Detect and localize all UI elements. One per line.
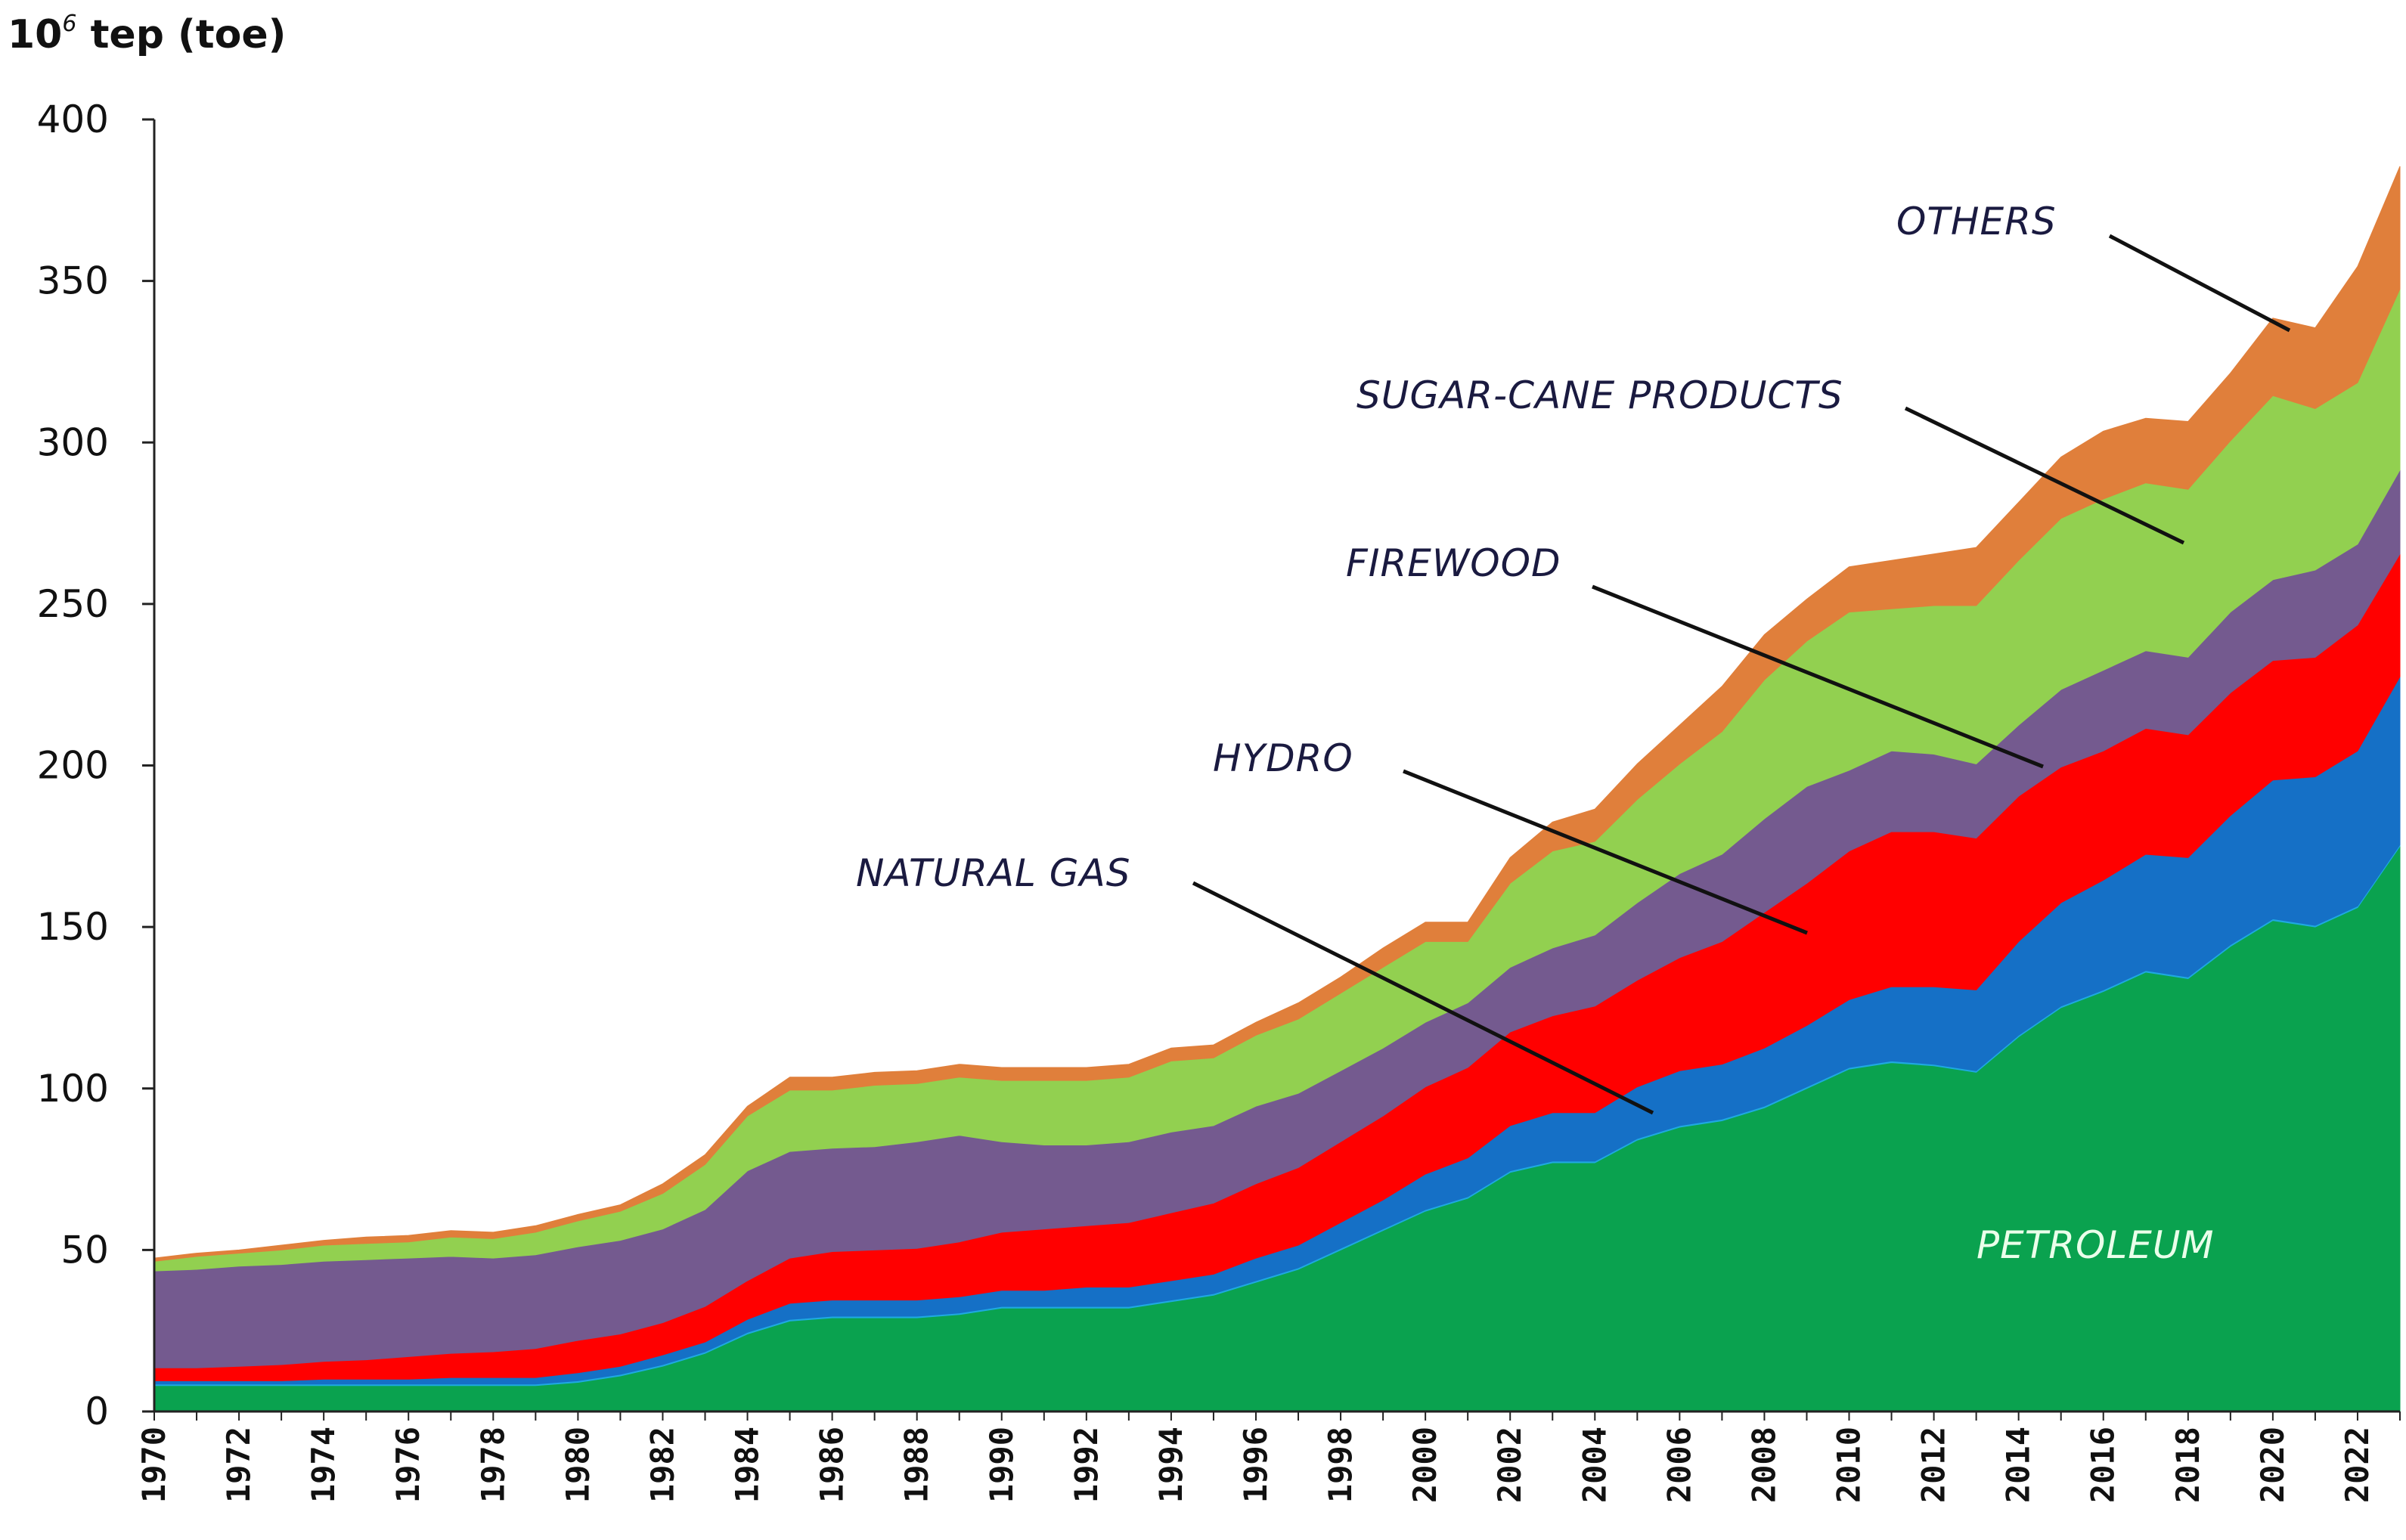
label-firewood: FIREWOOD (1346, 541, 1561, 585)
x-tick-label: 1992 (1068, 1427, 1105, 1503)
label-petroleum: PETROLEUM (1977, 1223, 2215, 1267)
x-tick-label: 2014 (2000, 1427, 2037, 1503)
firewood-leader-line (1592, 584, 2044, 769)
x-tick-label: 2022 (2339, 1427, 2376, 1503)
x-tick-label: 1998 (1322, 1427, 1359, 1503)
label-hydro: HYDRO (1213, 736, 1353, 780)
y-axis-unit-exponent: 6 (62, 11, 77, 37)
x-tick-label: 1988 (898, 1427, 935, 1503)
others-leader-line (2108, 234, 2291, 333)
y-tick-label: 300 (37, 420, 109, 464)
area-others (153, 166, 2401, 1262)
label-natural-gas: NATURAL GAS (856, 851, 1131, 895)
y-tick-label: 250 (37, 582, 109, 626)
label-sugar-cane-products: SUGAR-CANE PRODUCTS (1356, 373, 1843, 417)
natural-gas-leader-line (1192, 881, 1654, 1115)
hydro-leader-line (1403, 769, 1808, 935)
x-tick-label: 2000 (1406, 1427, 1443, 1503)
x-tick-label: 1996 (1237, 1427, 1274, 1503)
y-tick-label: 200 (37, 744, 109, 788)
x-tick-label: 2012 (1915, 1427, 1952, 1503)
y-tick-label: 50 (60, 1228, 109, 1272)
x-tick-label: 1994 (1152, 1427, 1189, 1503)
series-annotations: OTHERS SUGAR-CANE PRODUCTS FIREWOOD HYDR… (856, 200, 2291, 1267)
x-tick-label: 2020 (2254, 1427, 2291, 1503)
x-tick-label: 1976 (389, 1427, 426, 1503)
x-tick-label: 1970 (135, 1427, 172, 1503)
y-tick-label: 400 (37, 98, 109, 141)
y-tick-label: 350 (37, 259, 109, 303)
x-tick-labels: 1970 1972 1974 1976 1978 1980 1982 1984 1986 1988… (135, 1427, 2376, 1503)
x-tick-label: 1980 (559, 1427, 596, 1503)
y-tick-label: 0 (85, 1390, 109, 1433)
x-tick-label: 1990 (983, 1427, 1020, 1503)
axes (142, 118, 2401, 1421)
x-tick-label: 2004 (1576, 1427, 1613, 1503)
x-tick-label: 1984 (729, 1427, 766, 1503)
x-tick-label: 2008 (1745, 1427, 1782, 1503)
area-layers (153, 166, 2401, 1412)
x-tick-label: 2002 (1491, 1427, 1528, 1503)
y-axis-unit-base: 10 (8, 12, 63, 57)
x-tick-label: 2006 (1660, 1427, 1698, 1503)
x-tick-label: 2010 (1831, 1427, 1868, 1503)
y-tick-labels: 0 50 100 150 200 250 300 350 400 (37, 98, 109, 1433)
x-tick-label: 1972 (220, 1427, 257, 1503)
x-tick-label: 1974 (305, 1427, 342, 1503)
label-others: OTHERS (1896, 200, 2057, 243)
x-tick-label: 1982 (643, 1427, 681, 1503)
x-tick-label: 1986 (814, 1427, 851, 1503)
y-axis-unit-label: 106 tep (toe) (8, 11, 286, 57)
y-tick-label: 100 (37, 1067, 109, 1111)
y-axis-unit-suffix: tep (toe) (76, 12, 287, 57)
x-tick-label: 2016 (2085, 1427, 2122, 1503)
sugar-cane-leader-line (1904, 406, 2185, 545)
x-tick-label: 1978 (474, 1427, 511, 1503)
y-tick-label: 150 (37, 905, 109, 949)
x-tick-label: 2018 (2169, 1427, 2206, 1503)
